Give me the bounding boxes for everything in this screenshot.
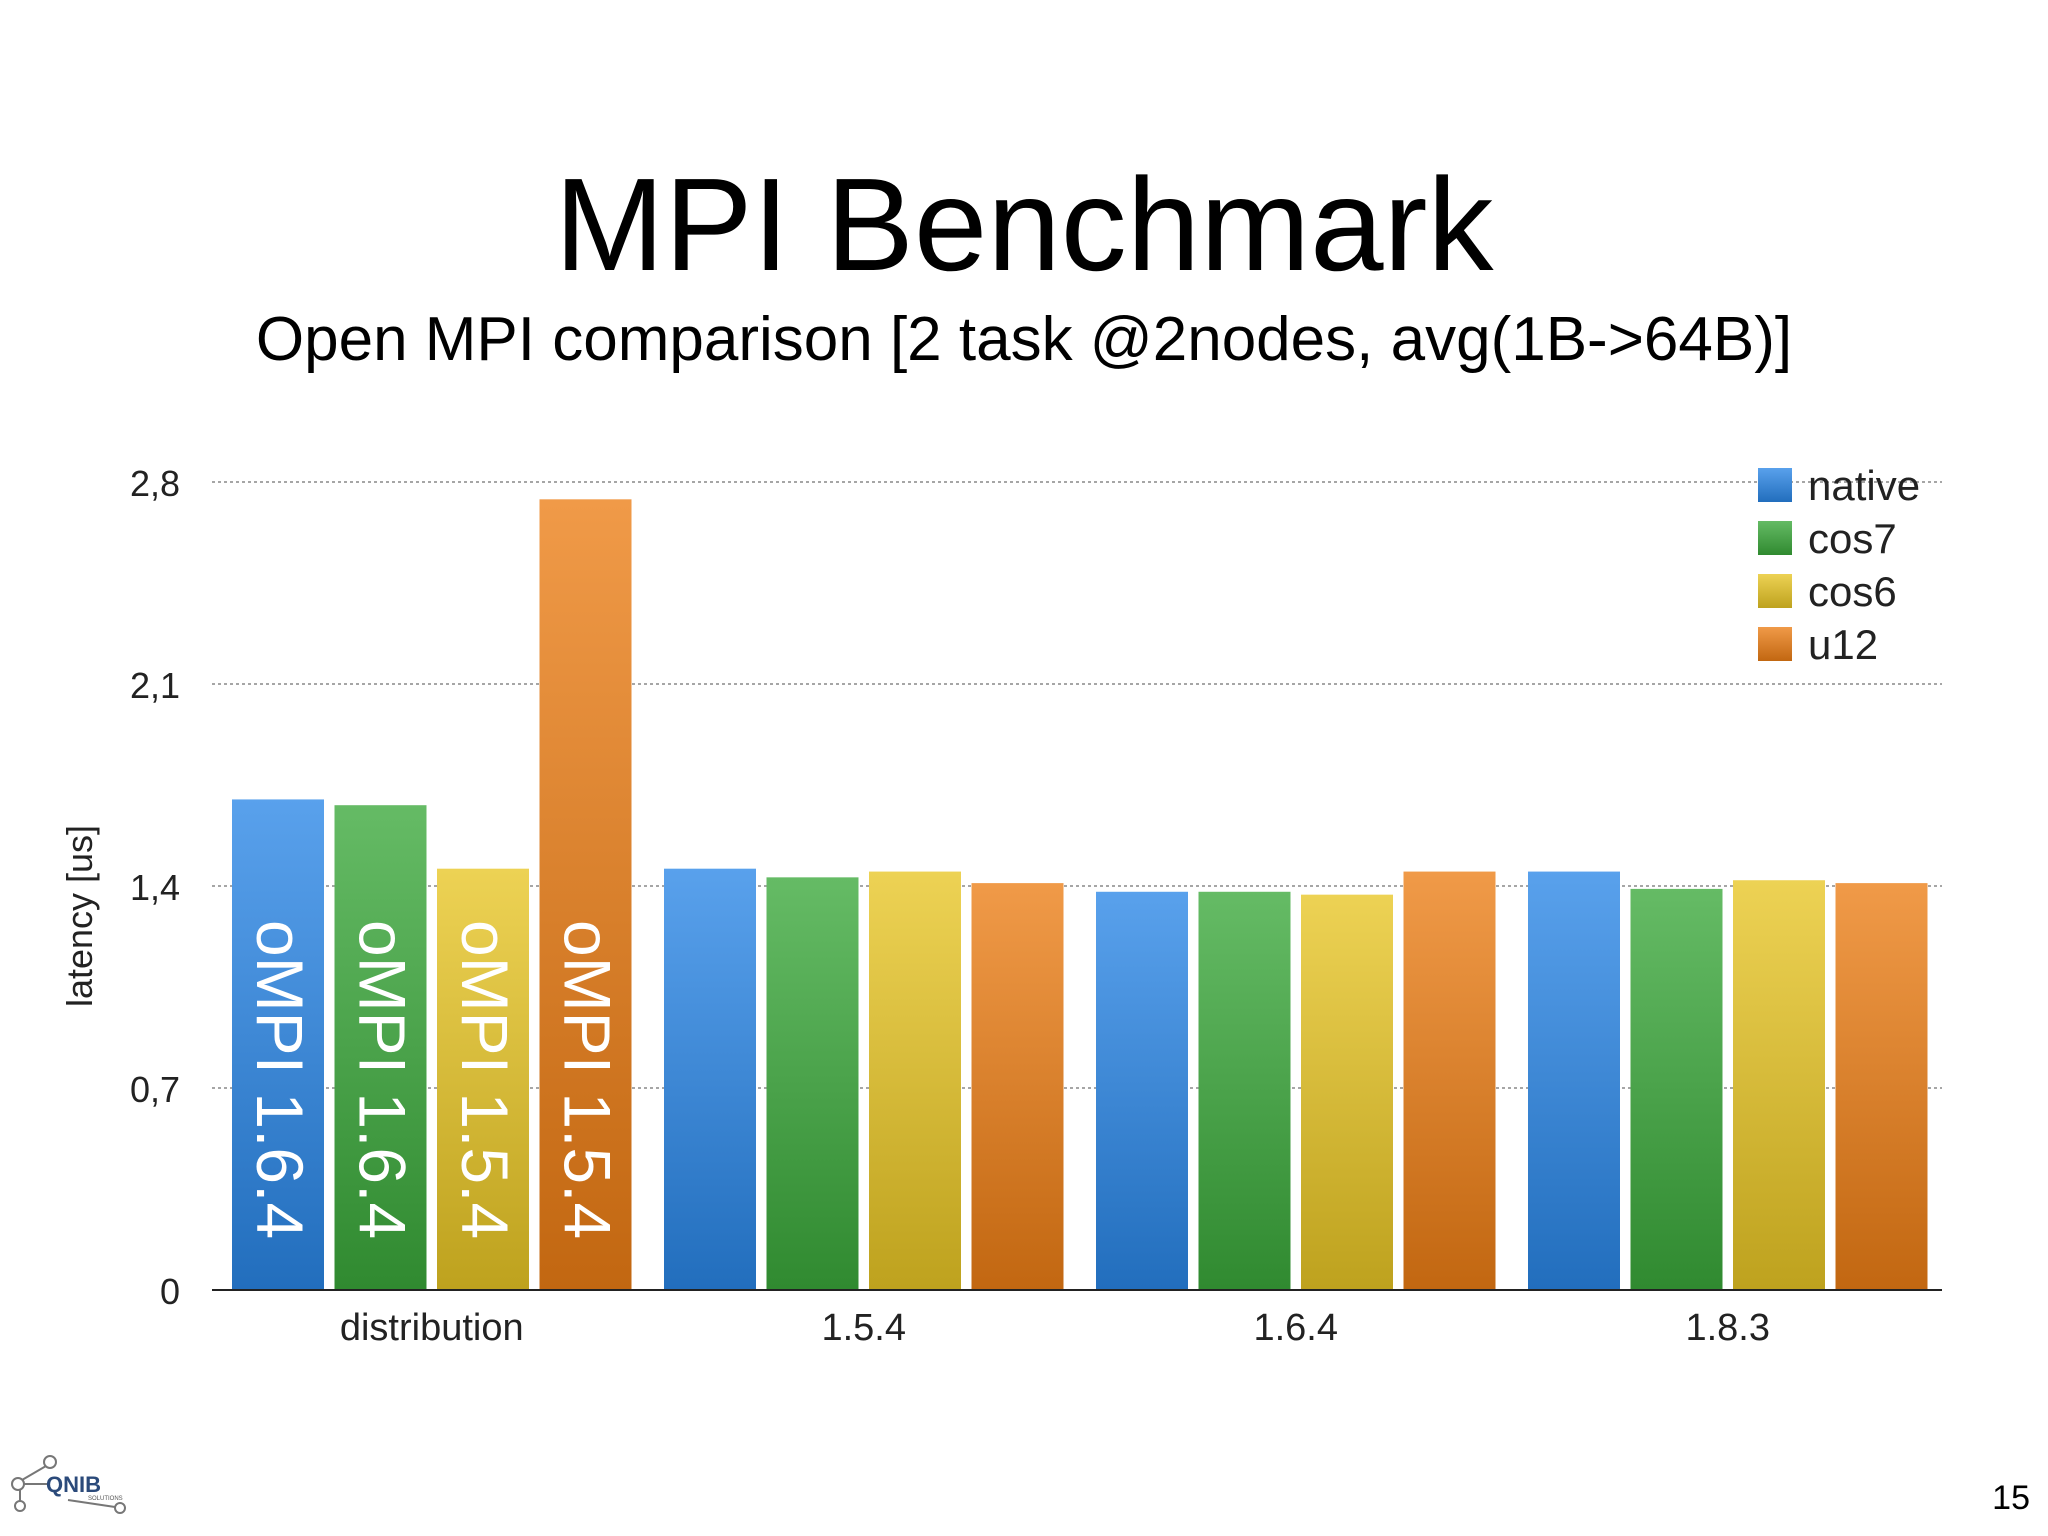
logo-text: QNIB (46, 1472, 101, 1497)
x-category-label: 1.6.4 (1253, 1307, 1338, 1349)
legend-swatch-native (1758, 468, 1792, 502)
bar-cos6-1-8-3 (1733, 880, 1825, 1290)
bar-annotation: oMPI 1.5.4 (448, 920, 522, 1239)
bar-native-distribution (232, 799, 324, 1290)
bar-cos6-1-6-4 (1301, 894, 1393, 1290)
y-tick-label: 1,4 (130, 867, 180, 908)
bar-u12-1-8-3 (1835, 883, 1928, 1290)
bar-annotation: oMPI 1.5.4 (551, 920, 625, 1239)
y-axis-label: latency [us] (59, 825, 100, 1007)
x-category-label: 1.5.4 (821, 1307, 906, 1349)
bar-native-1-8-3 (1528, 871, 1620, 1290)
logo-subtext: SOLUTIONS (88, 1496, 123, 1502)
x-category-label: distribution (340, 1307, 524, 1349)
bar-cos7-distribution (334, 805, 427, 1290)
slide-subtitle: Open MPI comparison [2 task @2nodes, avg… (255, 305, 1793, 374)
legend-swatch-cos6 (1758, 574, 1792, 608)
y-tick-label: 2,1 (130, 665, 180, 706)
legend-label-cos6: cos6 (1808, 568, 1897, 615)
bar-u12-distribution (539, 499, 632, 1290)
legend-label-cos7: cos7 (1808, 515, 1897, 562)
y-tick-label: 0 (160, 1271, 180, 1312)
bar-annotation: oMPI 1.6.4 (346, 920, 420, 1239)
y-tick-label: 0,7 (130, 1069, 180, 1110)
legend-label-u12: u12 (1808, 621, 1878, 668)
bar-annotation: oMPI 1.6.4 (243, 920, 317, 1239)
y-tick-label: 2,8 (130, 463, 180, 504)
bar-u12-1-6-4 (1403, 871, 1496, 1290)
bar-cos7-1-5-4 (766, 877, 859, 1290)
legend-swatch-cos7 (1758, 521, 1792, 555)
page-number: 15 (1992, 1479, 2030, 1517)
legend-label-native: native (1808, 462, 1920, 509)
qnib-logo: QNIB SOLUTIONS (11, 1455, 126, 1514)
bar-native-1-5-4 (664, 868, 756, 1290)
slide-title: MPI Benchmark (554, 151, 1494, 298)
bar-native-1-6-4 (1096, 891, 1188, 1290)
x-category-label: 1.8.3 (1685, 1307, 1770, 1349)
bar-u12-1-5-4 (971, 883, 1064, 1290)
bar-cos7-1-6-4 (1198, 891, 1291, 1290)
bar-cos6-distribution (437, 868, 529, 1290)
legend-swatch-u12 (1758, 627, 1792, 661)
bar-cos6-1-5-4 (869, 871, 961, 1290)
bar-cos7-1-8-3 (1630, 888, 1723, 1290)
